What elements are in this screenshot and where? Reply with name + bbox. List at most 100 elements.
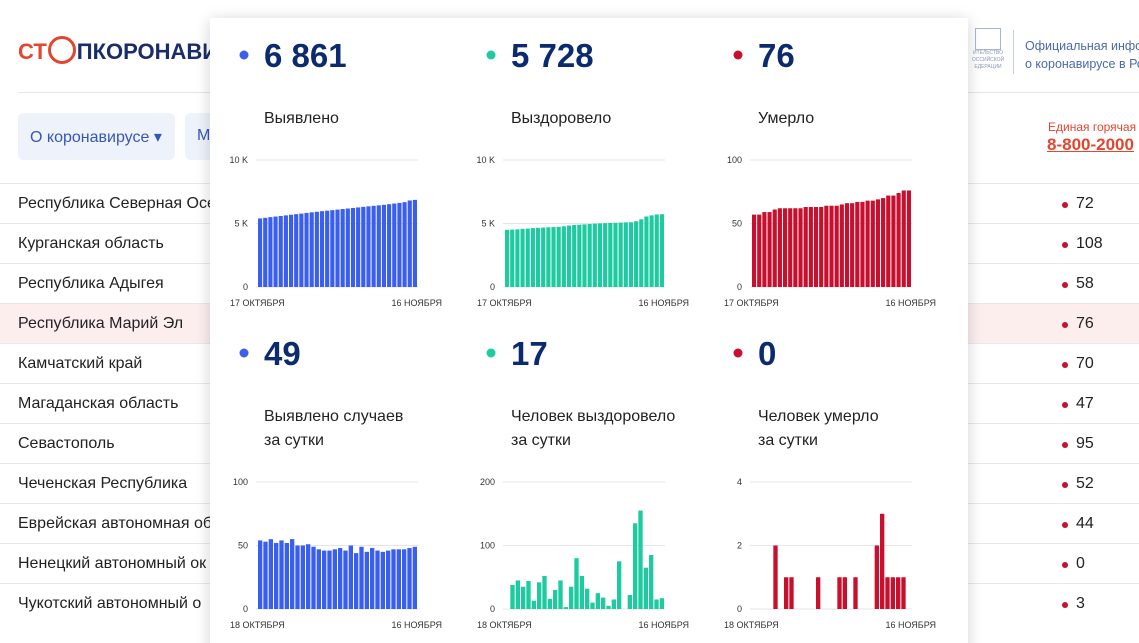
region-value: 47 [1076,395,1094,412]
bar [572,225,577,287]
bar [535,227,541,287]
bar [649,555,654,609]
bar [782,208,788,287]
hotline-phone[interactable]: 8-800-2000 [1047,135,1134,154]
bar [881,198,886,287]
y-tick-label: 5 K [481,219,495,229]
bar [407,200,412,287]
bar [263,541,268,609]
bar [752,214,757,287]
region-value: 3 [1076,595,1085,612]
bar [525,228,530,287]
nav-button[interactable]: О коронавирусе ▾ [18,113,175,160]
headline: 49 [264,335,301,372]
y-tick-label: 0 [737,604,742,614]
bar [885,577,890,609]
bar [886,195,891,287]
y-tick-label: 5 K [234,219,248,229]
region-name: Чукотский автономный о [18,595,202,612]
bar [295,545,300,609]
bar [566,225,572,287]
bar [510,229,515,287]
bar [335,209,340,287]
y-tick-label: 0 [490,282,495,292]
region-value: 70 [1076,355,1094,372]
bar [319,211,325,287]
bar [274,542,279,609]
bar [654,214,659,287]
bar [412,199,417,287]
bar [874,545,879,609]
bar [579,575,584,609]
bar [870,200,875,287]
bar [627,595,632,609]
dot [486,50,496,60]
logo[interactable]: СТ ПКОРОНАВИ [18,36,218,65]
bar [842,577,847,609]
bar [784,577,789,609]
bar [531,600,536,609]
bar [643,567,648,609]
bar [370,548,375,609]
bar [258,540,263,609]
bar [839,204,844,287]
bar [505,229,510,287]
stat-label: Человек выздоровело [511,408,675,425]
dot [239,348,249,358]
bar [392,203,397,287]
bar [819,206,824,287]
bar [558,580,563,609]
bar [901,577,906,609]
bar [322,550,327,609]
bar [306,544,311,609]
y-tick-label: 100 [727,155,742,165]
bar [837,577,842,609]
bar [515,229,520,287]
bar [402,202,407,287]
bar [633,523,638,609]
bar [391,549,396,609]
bar [824,205,829,287]
y-tick-label: 4 [737,477,742,487]
bar [553,589,558,609]
x-tick-label: 18 ОКТЯБРЯ [230,620,285,630]
bar [850,203,855,287]
region-name: Ненецкий автономный ок [18,555,207,572]
bar [304,212,309,287]
bar [865,200,870,287]
dot [1062,282,1068,288]
separator [1013,30,1014,74]
bar [890,577,895,609]
stat-label: Умерло [758,110,814,127]
bar [314,211,319,287]
bar [788,208,793,287]
logo-text: ПКОРОНАВИ [76,39,219,64]
bar [279,540,284,609]
region-name: Курганская область [18,235,164,252]
bar [345,208,350,287]
bar [592,223,597,287]
dot [1062,322,1068,328]
bar [844,203,850,287]
bar [659,214,664,287]
bar [880,513,885,609]
bar [574,558,579,609]
bar [860,201,865,287]
bar [623,222,628,287]
bar [613,222,618,287]
bar [638,510,643,609]
dot [486,348,496,358]
logo-text: СТ [18,39,47,64]
bar [556,226,561,287]
bar [530,228,535,287]
bar [361,206,366,287]
y-tick-label: 50 [732,219,742,229]
bar [644,216,649,287]
bar [611,599,616,609]
bar [834,205,839,287]
x-tick-label: 18 ОКТЯБРЯ [477,620,532,630]
dot [1062,562,1068,568]
bar [789,577,794,609]
bar [258,218,263,287]
